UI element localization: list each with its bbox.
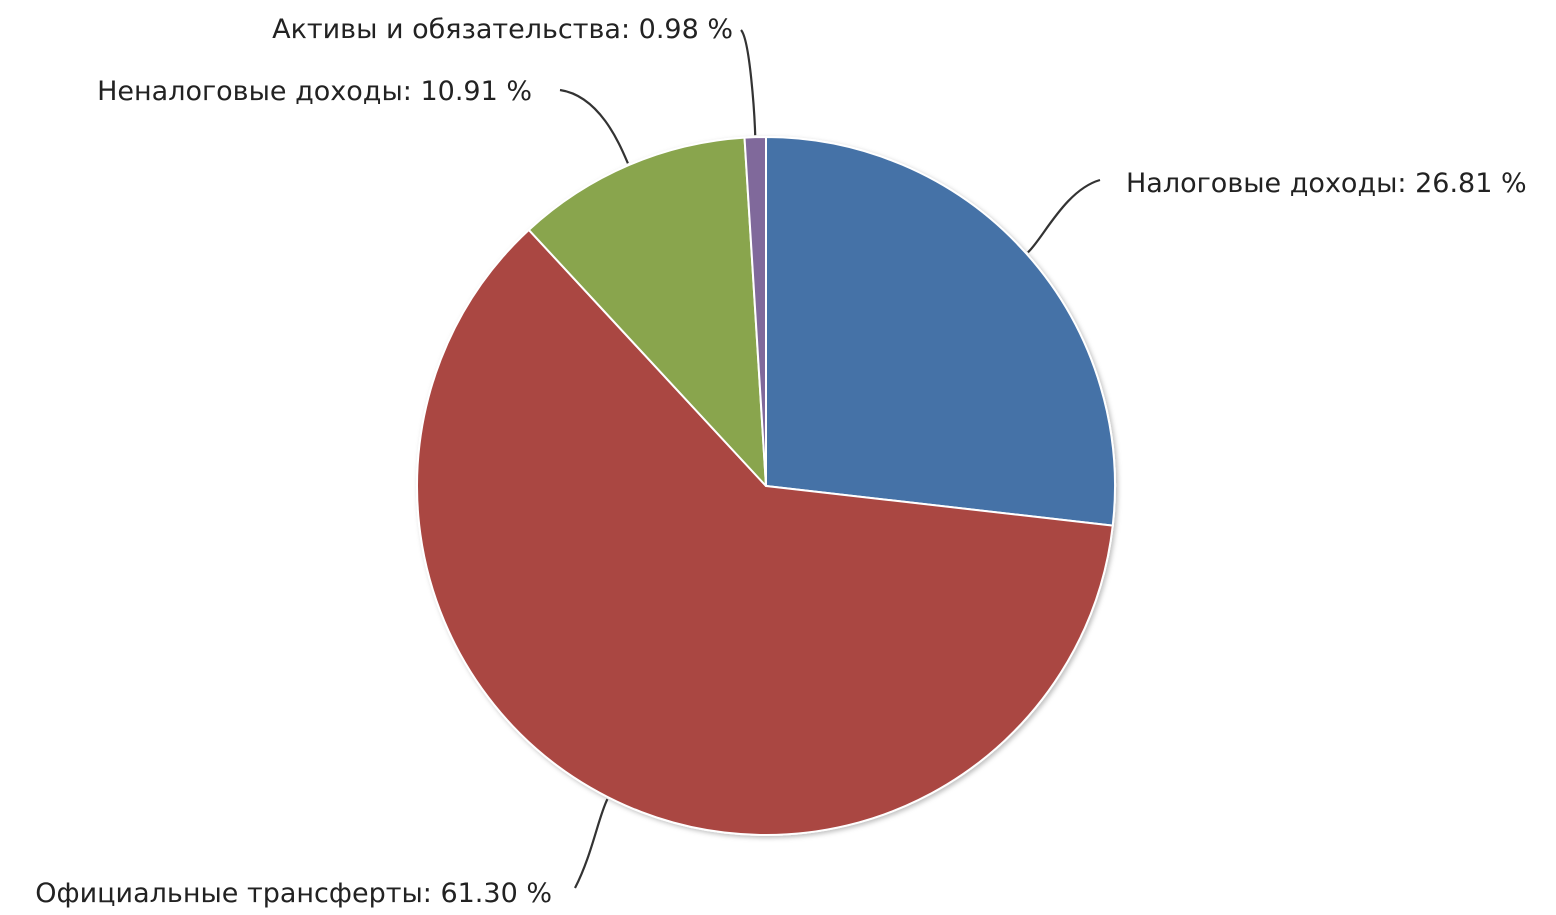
connector-official-transfers bbox=[574, 798, 609, 889]
label-connectors bbox=[559, 29, 1101, 889]
pie-slices bbox=[416, 135, 1116, 836]
label-assets-liabilities: Активы и обязательства: 0.98 % bbox=[272, 14, 733, 45]
slice-labels: Налоговые доходы: 26.81 % Официальные тра… bbox=[35, 14, 1526, 909]
label-tax-revenue: Налоговые доходы: 26.81 % bbox=[1126, 168, 1527, 199]
connector-tax-revenue bbox=[1027, 178, 1101, 254]
slice-non-tax-revenue bbox=[527, 136, 767, 487]
slice-assets-liabilities bbox=[743, 135, 767, 487]
slice-official-transfers bbox=[416, 228, 1114, 836]
label-official-transfers: Официальные трансферты: 61.30 % bbox=[35, 878, 552, 909]
slice-tax-revenue bbox=[765, 136, 1116, 527]
label-non-tax-revenue: Неналоговые доходы: 10.91 % bbox=[97, 76, 532, 107]
connector-assets-liabilities bbox=[740, 29, 757, 136]
connector-non-tax-revenue bbox=[559, 88, 629, 164]
